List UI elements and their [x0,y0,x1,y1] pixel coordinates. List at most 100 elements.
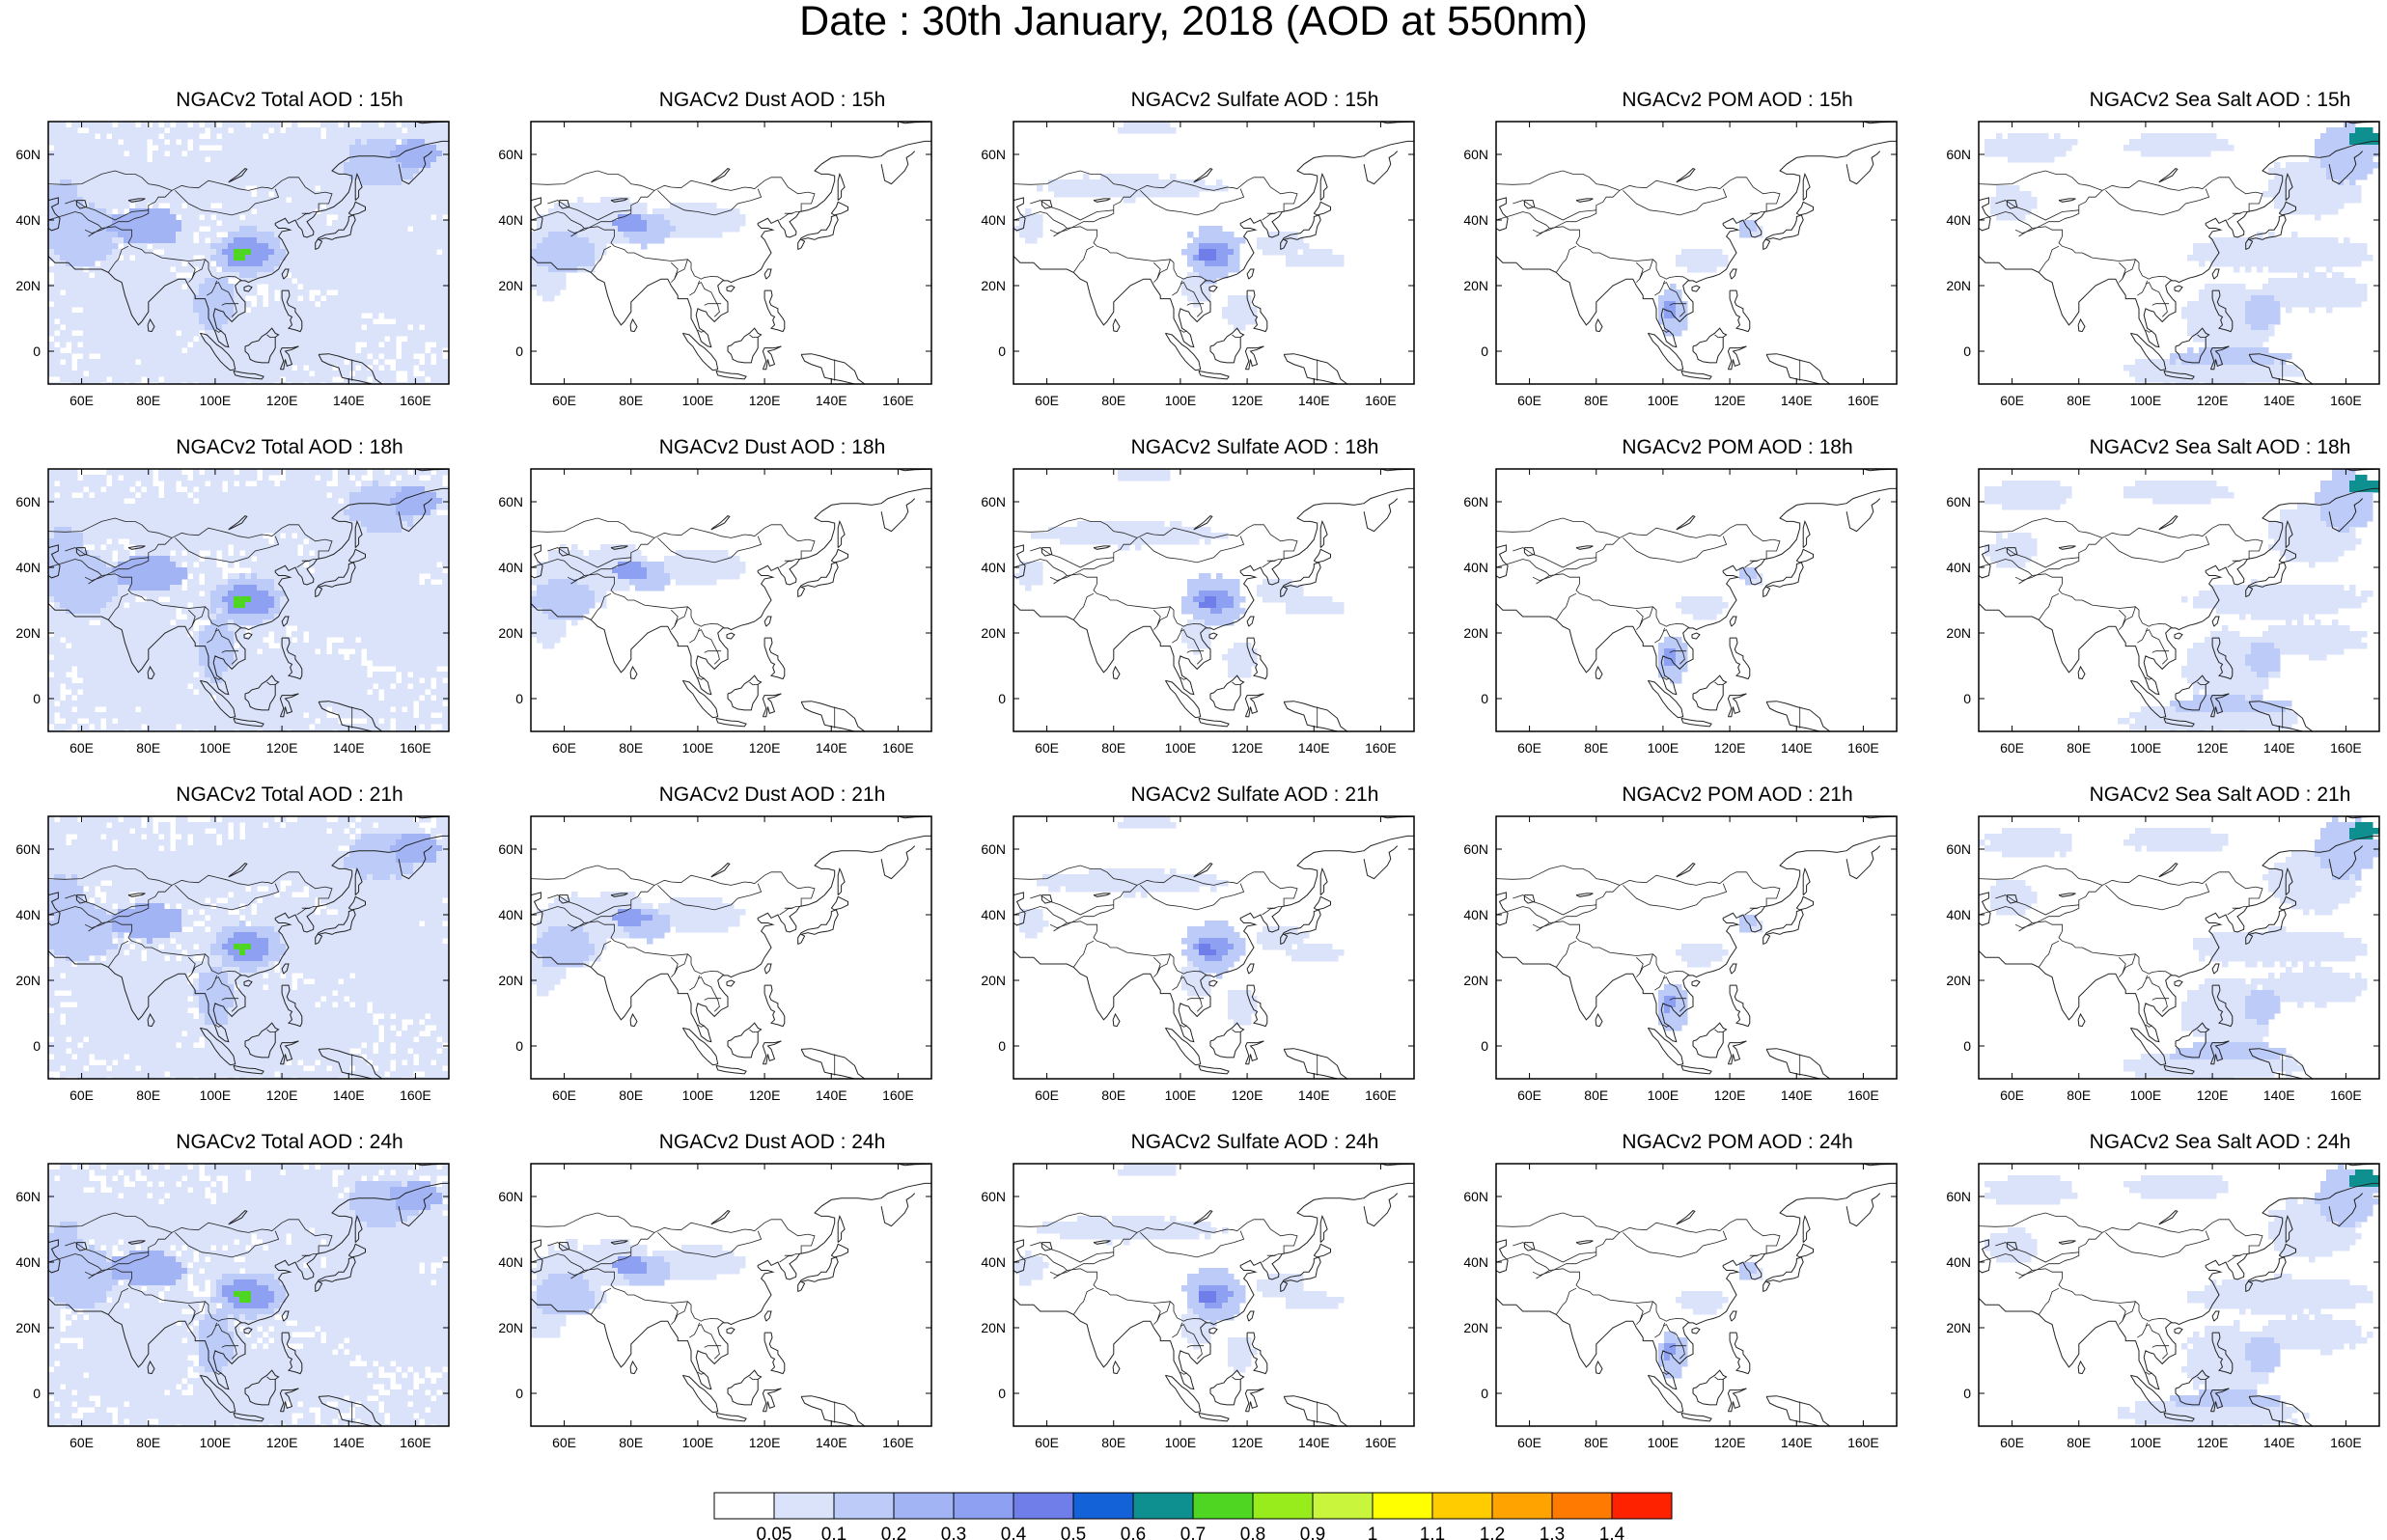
lon-tick-label: 140E [333,1087,365,1103]
map-panel: NGACv2 POM AOD : 18h 60N 40N 20N 0 60E 80E 100E… [1463,436,1979,764]
aod-map: 60N 40N 20N 0 60E 80E 100E 120E 140E 160E [498,1163,932,1450]
lat-tick-label: 0 [515,344,523,359]
colorbar-label: 1 [1368,1525,1378,1540]
panel-title: NGACv2 Dust AOD : 15h [658,89,886,111]
lat-tick-label: 0 [33,1386,41,1401]
colorbar-box [1013,1492,1074,1520]
lon-tick-label: 60E [69,393,94,408]
map-panel: NGACv2 Total AOD : 15h 60N 40N 20N 0 60E 80E 10… [15,89,531,417]
panel-title: NGACv2 Total AOD : 18h [176,436,403,458]
lon-tick-label: 160E [1847,1435,1879,1450]
colorbar-box [1551,1492,1613,1520]
lon-tick-label: 140E [333,740,365,756]
lon-tick-label: 140E [1298,393,1330,408]
coastlines [1013,122,1414,384]
coastlines [1979,469,2379,731]
lat-tick-label: 60N [981,841,1006,857]
lon-tick-label: 160E [882,740,914,756]
lon-tick-label: 140E [1298,740,1330,756]
panel-title: NGACv2 Sea Salt AOD : 24h [2089,1131,2351,1153]
colorbar-box [713,1492,775,1520]
lat-tick-label: 0 [1963,1038,1971,1054]
map-panel: NGACv2 Sulfate AOD : 15h 60N 40N 20N 0 60E 80E… [981,89,1496,417]
lat-tick-label: 40N [1946,212,1971,228]
lat-tick-label: 40N [1946,1254,1971,1270]
aod-map: 60N 40N 20N 0 60E 80E 100E 120E 140E 160E [1463,815,1898,1103]
colorbar-box [1611,1492,1673,1520]
coastlines [531,1164,931,1426]
lon-tick-label: 60E [552,1435,576,1450]
map-frame [1978,121,2380,385]
lon-tick-label: 140E [2263,740,2295,756]
colorbar-box [773,1492,835,1520]
lon-tick-label: 140E [333,393,365,408]
map-frame [1978,815,2380,1080]
coastlines [1496,1164,1897,1426]
map-frame [1013,1163,1415,1427]
coastlines [1013,469,1414,731]
aod-map: 60N 40N 20N 0 60E 80E 100E 120E 140E 160E [981,121,1415,408]
coastlines [48,1164,449,1426]
lat-tick-label: 60N [498,147,523,162]
lat-tick-label: 0 [998,344,1006,359]
colorbar-label: 0.7 [1180,1525,1206,1540]
panel-title: NGACv2 POM AOD : 21h [1622,784,1853,806]
lat-tick-label: 20N [15,278,41,293]
lat-tick-label: 40N [1946,560,1971,575]
lon-tick-label: 160E [1365,393,1397,408]
lat-tick-label: 0 [1481,1038,1488,1054]
coastlines [531,816,931,1079]
lon-tick-label: 80E [1584,1435,1608,1450]
map-frame [1495,121,1898,385]
lon-tick-label: 120E [749,393,781,408]
colorbar-box [1192,1492,1254,1520]
lat-tick-label: 0 [33,1038,41,1054]
coastlines [48,122,449,384]
lat-tick-label: 20N [15,973,41,988]
aod-field [1013,469,1345,678]
aod-map: 60N 40N 20N 0 60E 80E 100E 120E 140E 160E [981,468,1415,756]
lon-tick-label: 120E [266,393,298,408]
map-panel: NGACv2 Sea Salt AOD : 21h 60N 40N 20N 0 60E 80… [1946,784,2387,1112]
lon-tick-label: 160E [882,393,914,408]
colorbar-label: 0.4 [1001,1525,1027,1540]
lat-tick-label: 20N [498,973,523,988]
colorbar-label: 1.4 [1599,1525,1625,1540]
lat-tick-label: 60N [15,1189,41,1204]
colorbar-label: 0.1 [821,1525,847,1540]
lon-tick-label: 120E [749,740,781,756]
lon-tick-label: 140E [1781,1435,1813,1450]
lon-tick-label: 160E [2330,393,2362,408]
aod-map: 60N 40N 20N 0 60E 80E 100E 120E 140E 160E [1463,468,1898,756]
colorbar-label: 1.3 [1540,1525,1565,1540]
lat-tick-label: 60N [498,1189,523,1204]
lon-tick-label: 120E [266,1435,298,1450]
lon-tick-label: 160E [1847,740,1879,756]
lat-tick-label: 0 [1963,344,1971,359]
colorbar-box [1491,1492,1553,1520]
lat-tick-label: 60N [1946,841,1971,857]
panel-title: NGACv2 Dust AOD : 24h [658,1131,886,1153]
lon-tick-label: 80E [1101,740,1125,756]
lon-tick-label: 160E [1365,740,1397,756]
lon-tick-label: 80E [1101,393,1125,408]
aod-field [48,1164,449,1426]
aod-map: 60N 40N 20N 0 60E 80E 100E 120E 140E 160E [981,815,1415,1103]
lat-tick-label: 40N [981,212,1006,228]
aod-map: 60N 40N 20N 0 60E 80E 100E 120E 140E 160E [1463,1163,1898,1450]
coastlines [1496,469,1897,731]
lon-tick-label: 60E [1517,1087,1541,1103]
lon-tick-label: 60E [1035,393,1059,408]
coastlines [1013,816,1414,1079]
panel-title: NGACv2 Total AOD : 24h [176,1131,403,1153]
map-panel: NGACv2 POM AOD : 21h 60N 40N 20N 0 60E 80E 100E… [1463,784,1979,1112]
lat-tick-label: 20N [15,1320,41,1335]
aod-field [1985,469,2379,731]
lon-tick-label: 140E [1298,1087,1330,1103]
lat-tick-label: 0 [998,1038,1006,1054]
lat-tick-label: 40N [15,212,41,228]
panel-title: NGACv2 Dust AOD : 18h [658,436,886,458]
lon-tick-label: 120E [266,740,298,756]
panel-title: NGACv2 Dust AOD : 21h [658,784,886,806]
